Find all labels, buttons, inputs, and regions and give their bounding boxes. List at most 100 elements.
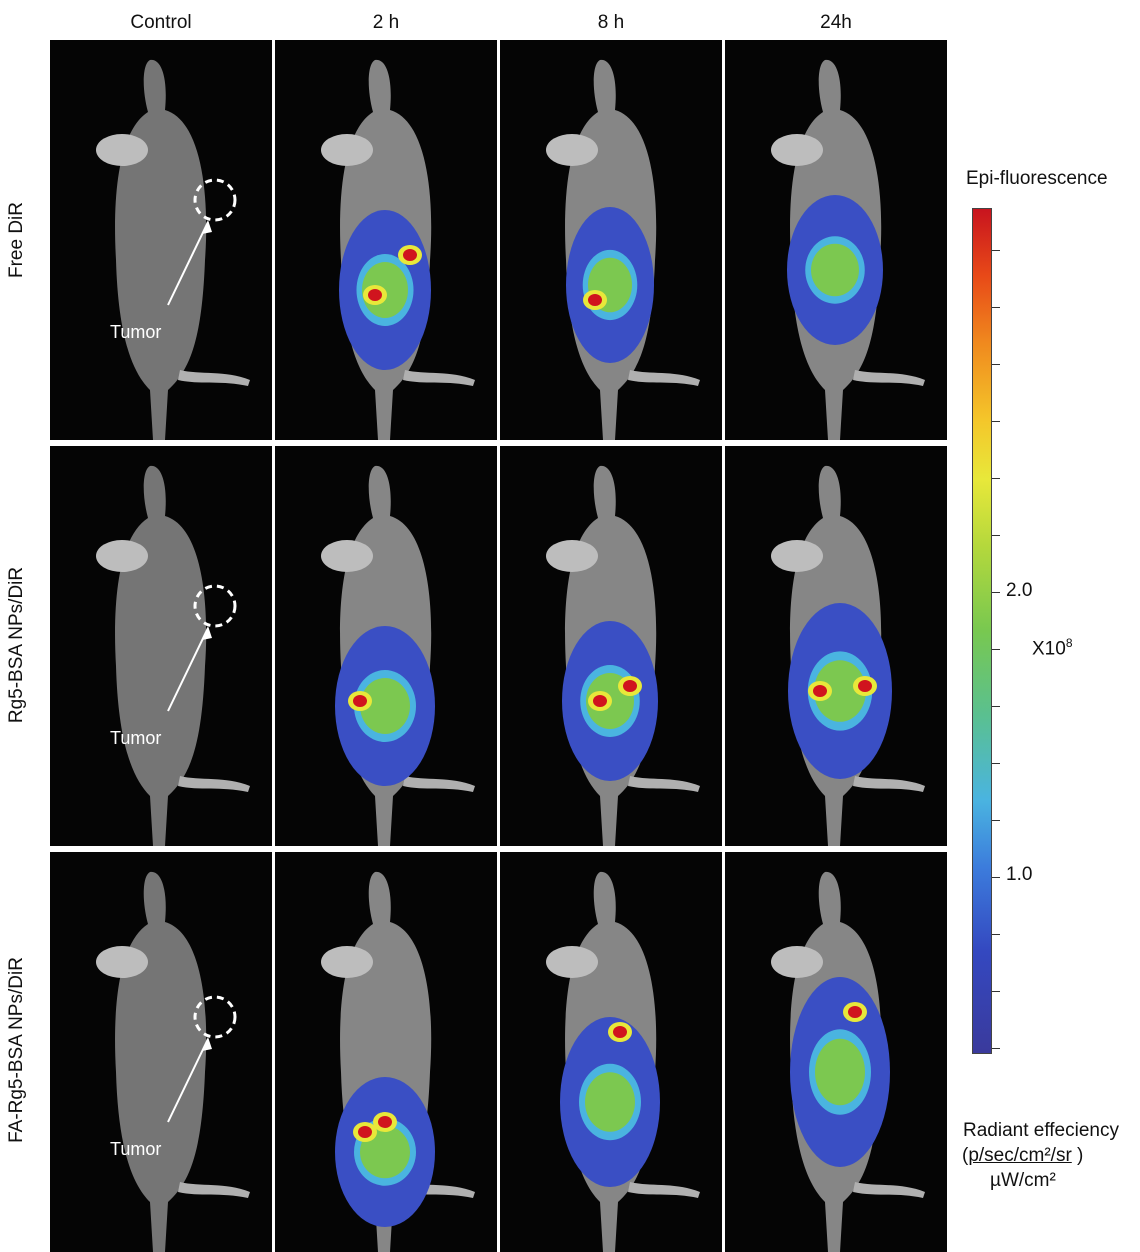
colorbar-tick: [992, 307, 1000, 308]
hotspot: [588, 294, 602, 306]
fluorescence-signal: [811, 243, 859, 297]
units-title: Radiant effeciency: [963, 1120, 1119, 1141]
tumor-arrow: [167, 627, 209, 712]
paren-close: ): [1071, 1145, 1084, 1166]
hotspot: [593, 695, 607, 707]
colorbar-tick: [992, 877, 1000, 878]
fluorescence-signal: [360, 678, 410, 734]
tick-label-2: 2.0: [1006, 580, 1033, 601]
tumor-circle: [193, 995, 237, 1039]
column-label-2h: 2 h: [372, 12, 400, 33]
mouse-ear: [96, 134, 148, 166]
colorbar-tick: [992, 763, 1000, 764]
mouse-leg: [628, 1182, 700, 1198]
mouse-leg: [178, 370, 250, 386]
mouse-image: [321, 871, 475, 1252]
image-panel: [500, 40, 722, 440]
mouse-leg: [178, 1182, 250, 1198]
mouse-leg: [853, 776, 925, 792]
tumor-arrowhead: [202, 220, 212, 234]
mouse-image: [546, 871, 700, 1252]
mouse-ear: [546, 946, 598, 978]
hotspot: [858, 680, 872, 692]
colorbar-tick: [992, 592, 1000, 593]
hotspot: [613, 1026, 627, 1038]
mouse-image: [321, 465, 475, 846]
mouse-leg: [178, 776, 250, 792]
fluorescence-signal: [815, 1038, 865, 1106]
colorbar-tick: [992, 535, 1000, 536]
hotspot: [813, 685, 827, 697]
mouse-ear: [96, 540, 148, 572]
row-label-free-dir: Free DiR: [6, 201, 27, 279]
image-panel: [500, 852, 722, 1252]
colorbar-tick: [992, 649, 1000, 650]
image-panel: Tumor: [50, 852, 272, 1252]
mouse-ear: [321, 540, 373, 572]
units-denominator: µW/cm²: [990, 1170, 1056, 1191]
tumor-label: Tumor: [110, 322, 161, 342]
hotspot: [358, 1126, 372, 1138]
colorbar-tick: [992, 478, 1000, 479]
mouse-image: Tumor: [96, 465, 250, 846]
hotspot: [368, 289, 382, 301]
mouse-leg: [403, 370, 475, 386]
tick-label-1: 1.0: [1006, 864, 1033, 885]
image-panel: [725, 40, 947, 440]
colorbar: [972, 208, 992, 1054]
column-label-control: Control: [130, 12, 192, 33]
multiplier-exponent: 8: [1065, 636, 1073, 650]
mouse-image: [546, 59, 700, 440]
mouse-image: [546, 465, 700, 846]
colorbar-tick: [992, 364, 1000, 365]
hotspot: [378, 1116, 392, 1128]
mouse-ear: [321, 134, 373, 166]
image-panel: [275, 40, 497, 440]
fluorescence-signal: [814, 660, 866, 722]
image-panel: [725, 852, 947, 1252]
tumor-arrow: [167, 1038, 209, 1123]
mouse-ear: [771, 134, 823, 166]
tumor-arrow: [167, 221, 209, 306]
tumor-label: Tumor: [110, 728, 161, 748]
mouse-body: [115, 59, 207, 440]
image-panel: Tumor: [50, 40, 272, 440]
colorbar-tick: [992, 1048, 1000, 1049]
mouse-ear: [771, 540, 823, 572]
units-numerator: p/sec/cm²/sr: [968, 1145, 1072, 1166]
column-label-24h: 24h: [820, 12, 852, 33]
mouse-leg: [853, 1182, 925, 1198]
units-fraction: (p/sec/cm²/sr ): [962, 1145, 1084, 1167]
colorbar-tick: [992, 421, 1000, 422]
tumor-arrowhead: [202, 1037, 212, 1051]
tumor-label: Tumor: [110, 1139, 161, 1159]
mouse-image: [771, 871, 925, 1252]
image-panel: [275, 852, 497, 1252]
fluorescence-signal: [585, 1072, 635, 1132]
row-label-fa-rg5-bsa: FA-Rg5-BSA NPs/DiR: [6, 957, 27, 1143]
mouse-leg: [853, 370, 925, 386]
mouse-body: [115, 871, 207, 1252]
mouse-leg: [628, 776, 700, 792]
mouse-ear: [546, 540, 598, 572]
mouse-image: [771, 59, 925, 440]
mouse-image: Tumor: [96, 871, 250, 1252]
image-panel: [275, 446, 497, 846]
hotspot: [848, 1006, 862, 1018]
column-label-8h: 8 h: [597, 12, 625, 33]
hotspot: [353, 695, 367, 707]
mouse-ear: [321, 946, 373, 978]
mouse-image: Tumor: [96, 59, 250, 440]
mouse-leg: [403, 776, 475, 792]
multiplier-base: X10: [1032, 638, 1066, 660]
tumor-arrowhead: [202, 626, 212, 640]
colorbar-tick: [992, 934, 1000, 935]
mouse-ear: [771, 946, 823, 978]
colorbar-title: Epi-fluorescence: [966, 168, 1108, 189]
image-panel: Tumor: [50, 446, 272, 846]
tumor-circle: [193, 584, 237, 628]
mouse-image: [771, 465, 925, 846]
image-panel: [725, 446, 947, 846]
mouse-ear: [546, 134, 598, 166]
mouse-leg: [628, 370, 700, 386]
